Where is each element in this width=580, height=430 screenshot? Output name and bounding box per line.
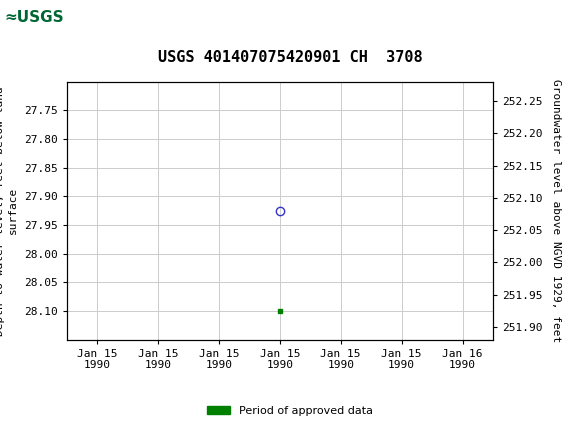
Text: ≈USGS: ≈USGS	[5, 10, 64, 25]
Legend: Period of approved data: Period of approved data	[203, 401, 377, 420]
Y-axis label: Depth to water level, feet below land
surface: Depth to water level, feet below land su…	[0, 86, 19, 335]
FancyBboxPatch shape	[3, 3, 64, 32]
Text: USGS 401407075420901 CH  3708: USGS 401407075420901 CH 3708	[158, 49, 422, 64]
Y-axis label: Groundwater level above NGVD 1929, feet: Groundwater level above NGVD 1929, feet	[551, 79, 561, 342]
